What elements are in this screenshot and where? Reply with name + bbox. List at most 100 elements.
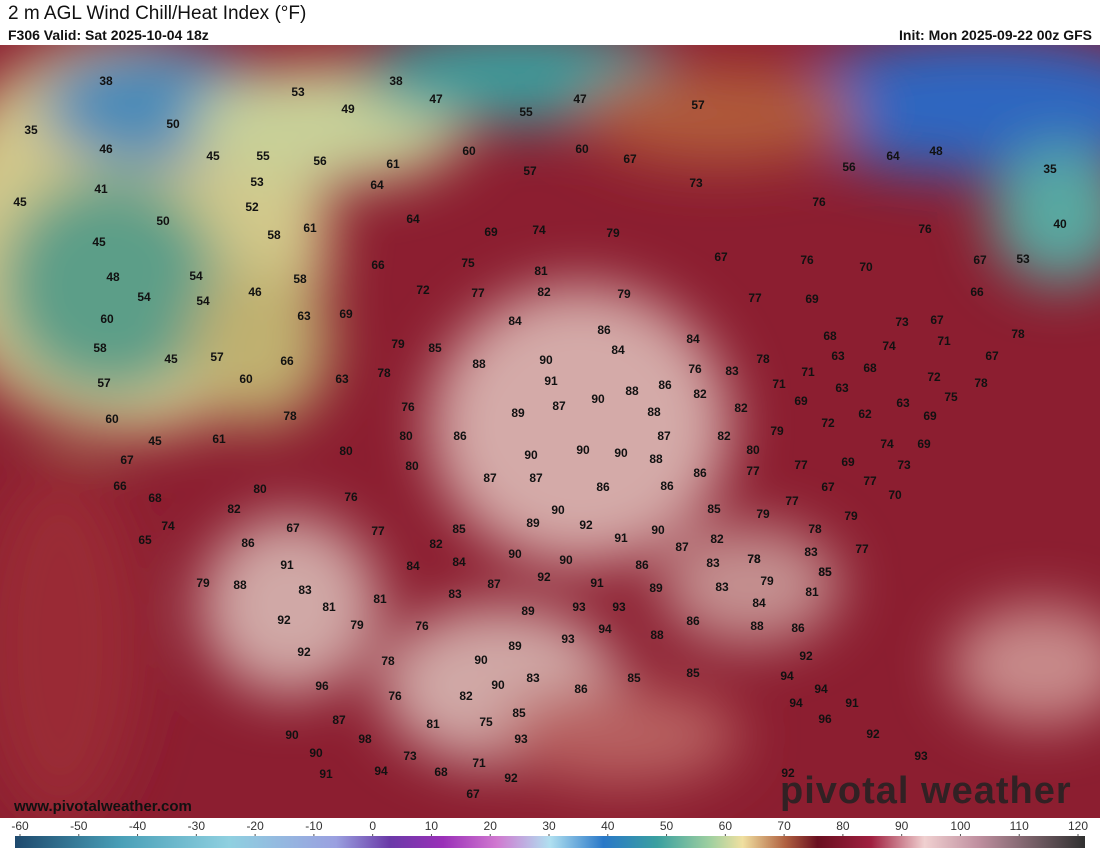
temperature-label: 40 — [1053, 217, 1067, 231]
temperature-label: 71 — [772, 377, 786, 391]
temperature-label: 60 — [100, 312, 114, 326]
temperature-label: 83 — [526, 671, 540, 685]
temperature-label: 85 — [512, 706, 526, 720]
temperature-label: 64 — [406, 212, 420, 226]
temperature-label: 63 — [896, 396, 910, 410]
temperature-label: 47 — [429, 92, 443, 106]
temperature-label: 92 — [799, 649, 813, 663]
temperature-label: 87 — [552, 399, 566, 413]
temperature-label: 86 — [660, 479, 674, 493]
temperature-label: 67 — [930, 313, 944, 327]
temperature-label: 77 — [371, 524, 385, 538]
temperature-label: 94 — [789, 696, 803, 710]
temperature-label: 60 — [462, 144, 476, 158]
temperature-label: 90 — [474, 653, 488, 667]
temperature-label: 94 — [780, 669, 794, 683]
temperature-label: 88 — [625, 384, 639, 398]
temperature-label: 98 — [358, 732, 372, 746]
temperature-label: 94 — [374, 764, 388, 778]
temperature-label: 46 — [99, 142, 113, 156]
temperature-label: 53 — [250, 175, 264, 189]
temperature-label: 90 — [559, 553, 573, 567]
temperature-label: 69 — [841, 455, 855, 469]
temperature-label: 78 — [756, 352, 770, 366]
temperature-label: 76 — [918, 222, 932, 236]
temperature-label: 90 — [491, 678, 505, 692]
temperature-label: 82 — [710, 532, 724, 546]
temperature-label: 66 — [113, 479, 127, 493]
temperature-label: 72 — [416, 283, 430, 297]
temperature-label: 55 — [519, 105, 533, 119]
temperature-label: 91 — [280, 558, 294, 572]
temperature-label: 45 — [164, 352, 178, 366]
temperature-label: 56 — [842, 160, 856, 174]
temperature-label: 53 — [1016, 252, 1030, 266]
temperature-label: 69 — [923, 409, 937, 423]
temperature-label: 69 — [339, 307, 353, 321]
temperature-label: 86 — [791, 621, 805, 635]
temperature-label: 68 — [863, 361, 877, 375]
temperature-label: 96 — [818, 712, 832, 726]
temperature-label: 73 — [897, 458, 911, 472]
temperature-label: 85 — [452, 522, 466, 536]
temperature-label: 68 — [434, 765, 448, 779]
temperature-label: 94 — [814, 682, 828, 696]
temperature-label: 84 — [508, 314, 522, 328]
temperature-label: 84 — [406, 559, 420, 573]
temperature-label: 79 — [770, 424, 784, 438]
temperature-label: 67 — [120, 453, 134, 467]
temperature-label: 45 — [13, 195, 27, 209]
temperature-label: 90 — [285, 728, 299, 742]
temperature-label: 91 — [590, 576, 604, 590]
colorbar-tick-label: 110 — [1010, 819, 1029, 833]
temperature-label: 71 — [937, 334, 951, 348]
colorbar-tick-label: 100 — [950, 819, 970, 833]
temperature-label: 86 — [686, 614, 700, 628]
temperature-label: 79 — [391, 337, 405, 351]
temperature-label: 85 — [428, 341, 442, 355]
temperature-label: 92 — [297, 645, 311, 659]
temperature-label: 67 — [623, 152, 637, 166]
temperature-label: 80 — [399, 429, 413, 443]
temperature-label: 45 — [206, 149, 220, 163]
temperature-label: 63 — [297, 309, 311, 323]
temperature-label: 67 — [286, 521, 300, 535]
temperature-label: 58 — [93, 341, 107, 355]
temperature-label: 50 — [166, 117, 180, 131]
temperature-label: 60 — [575, 142, 589, 156]
temperature-label: 83 — [804, 545, 818, 559]
temperature-label: 41 — [94, 182, 108, 196]
temperature-label: 53 — [291, 85, 305, 99]
temperature-label: 88 — [647, 405, 661, 419]
temperature-label: 79 — [196, 576, 210, 590]
temperature-label: 67 — [821, 480, 835, 494]
temperature-label: 75 — [479, 715, 493, 729]
temperature-label: 80 — [253, 482, 267, 496]
temperature-label: 69 — [794, 394, 808, 408]
temperature-label: 88 — [472, 357, 486, 371]
temperature-label: 92 — [537, 570, 551, 584]
temperature-label: 94 — [598, 622, 612, 636]
temperature-label: 81 — [322, 600, 336, 614]
temperature-label: 56 — [313, 154, 327, 168]
temperature-label: 88 — [649, 452, 663, 466]
temperature-label: 60 — [105, 412, 119, 426]
temperature-label: 90 — [539, 353, 553, 367]
init-time: Init: Mon 2025-09-22 00z GFS — [899, 27, 1092, 43]
temperature-label: 55 — [256, 149, 270, 163]
temperature-label: 49 — [341, 102, 355, 116]
temperature-label: 76 — [415, 619, 429, 633]
temperature-label: 63 — [335, 372, 349, 386]
temperature-label: 74 — [532, 223, 546, 237]
field-shading — [0, 45, 1100, 818]
temperature-label: 77 — [855, 542, 869, 556]
temperature-label: 82 — [459, 689, 473, 703]
temperature-label: 82 — [537, 285, 551, 299]
temperature-label: 96 — [315, 679, 329, 693]
temperature-label: 82 — [693, 387, 707, 401]
temperature-label: 86 — [597, 323, 611, 337]
temperature-label: 90 — [614, 446, 628, 460]
temperature-label: 83 — [725, 364, 739, 378]
temperature-label: 89 — [508, 639, 522, 653]
temperature-label: 78 — [747, 552, 761, 566]
